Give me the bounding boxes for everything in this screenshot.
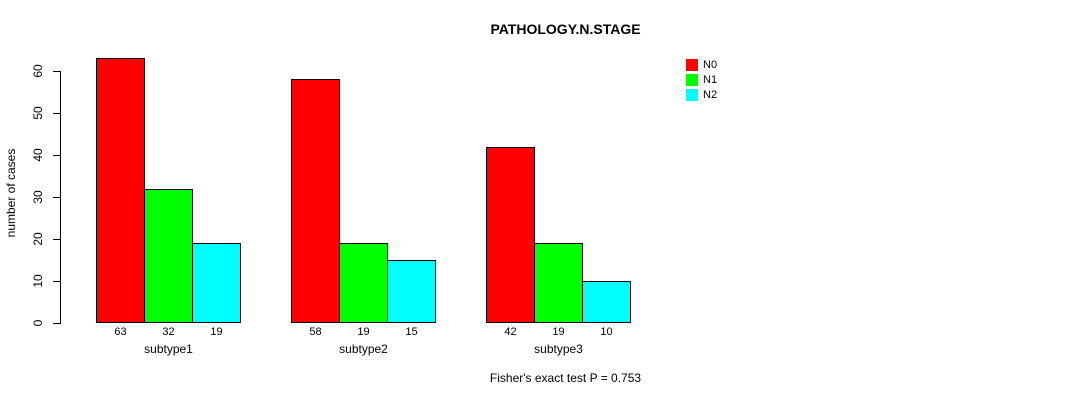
y-tick-mark (53, 71, 61, 72)
legend-row-N0: N0 (686, 57, 717, 72)
y-tick-mark (53, 239, 61, 240)
bar-value-label: 32 (162, 326, 175, 338)
legend-swatch-N1 (686, 73, 698, 86)
y-tick-label: 60 (31, 64, 45, 78)
bar-value-label: 19 (552, 326, 565, 338)
y-tick-mark (53, 323, 61, 324)
y-tick-mark (53, 113, 61, 114)
legend: N0 N1 N2 (686, 57, 717, 102)
legend-row-N2: N2 (686, 87, 717, 102)
bar-subtype3-N0 (486, 147, 535, 323)
y-tick-mark (53, 197, 61, 198)
y-tick-label: 0 (31, 319, 45, 327)
y-tick-mark (53, 281, 61, 282)
y-tick-mark (53, 155, 61, 156)
y-axis-label: number of cases (4, 148, 18, 238)
y-tick-label: 10 (31, 274, 45, 288)
bar-subtype1-N1 (144, 189, 193, 323)
category-label-subtype3: subtype3 (534, 342, 583, 356)
legend-label: N2 (703, 88, 718, 101)
bar-subtype3-N2 (582, 281, 631, 323)
y-tick-label: 20 (31, 232, 45, 246)
bar-value-label: 19 (357, 326, 370, 338)
fisher-test-annotation: Fisher's exact test P = 0.753 (489, 371, 642, 385)
bar-subtype1-N2 (192, 243, 241, 323)
chart-title: PATHOLOGY.N.STAGE (490, 21, 641, 37)
category-label-subtype2: subtype2 (339, 342, 388, 356)
bar-value-label: 10 (600, 326, 613, 338)
category-label-subtype1: subtype1 (144, 342, 193, 356)
bar-subtype1-N0 (96, 58, 145, 323)
bar-value-label: 63 (114, 326, 127, 338)
bar-value-label: 19 (210, 326, 223, 338)
bar-subtype2-N1 (339, 243, 388, 323)
bar-subtype2-N0 (291, 79, 340, 323)
legend-swatch-N0 (686, 58, 698, 71)
legend-label: N1 (703, 73, 718, 86)
legend-swatch-N2 (686, 88, 698, 101)
bar-value-label: 58 (309, 326, 322, 338)
legend-label: N0 (703, 58, 718, 71)
bar-value-label: 42 (504, 326, 517, 338)
bar-subtype2-N2 (387, 260, 436, 323)
bar-value-label: 15 (405, 326, 418, 338)
y-tick-label: 50 (31, 106, 45, 120)
bar-subtype3-N1 (534, 243, 583, 323)
y-tick-label: 30 (31, 190, 45, 204)
legend-row-N1: N1 (686, 72, 717, 87)
y-tick-label: 40 (31, 148, 45, 162)
